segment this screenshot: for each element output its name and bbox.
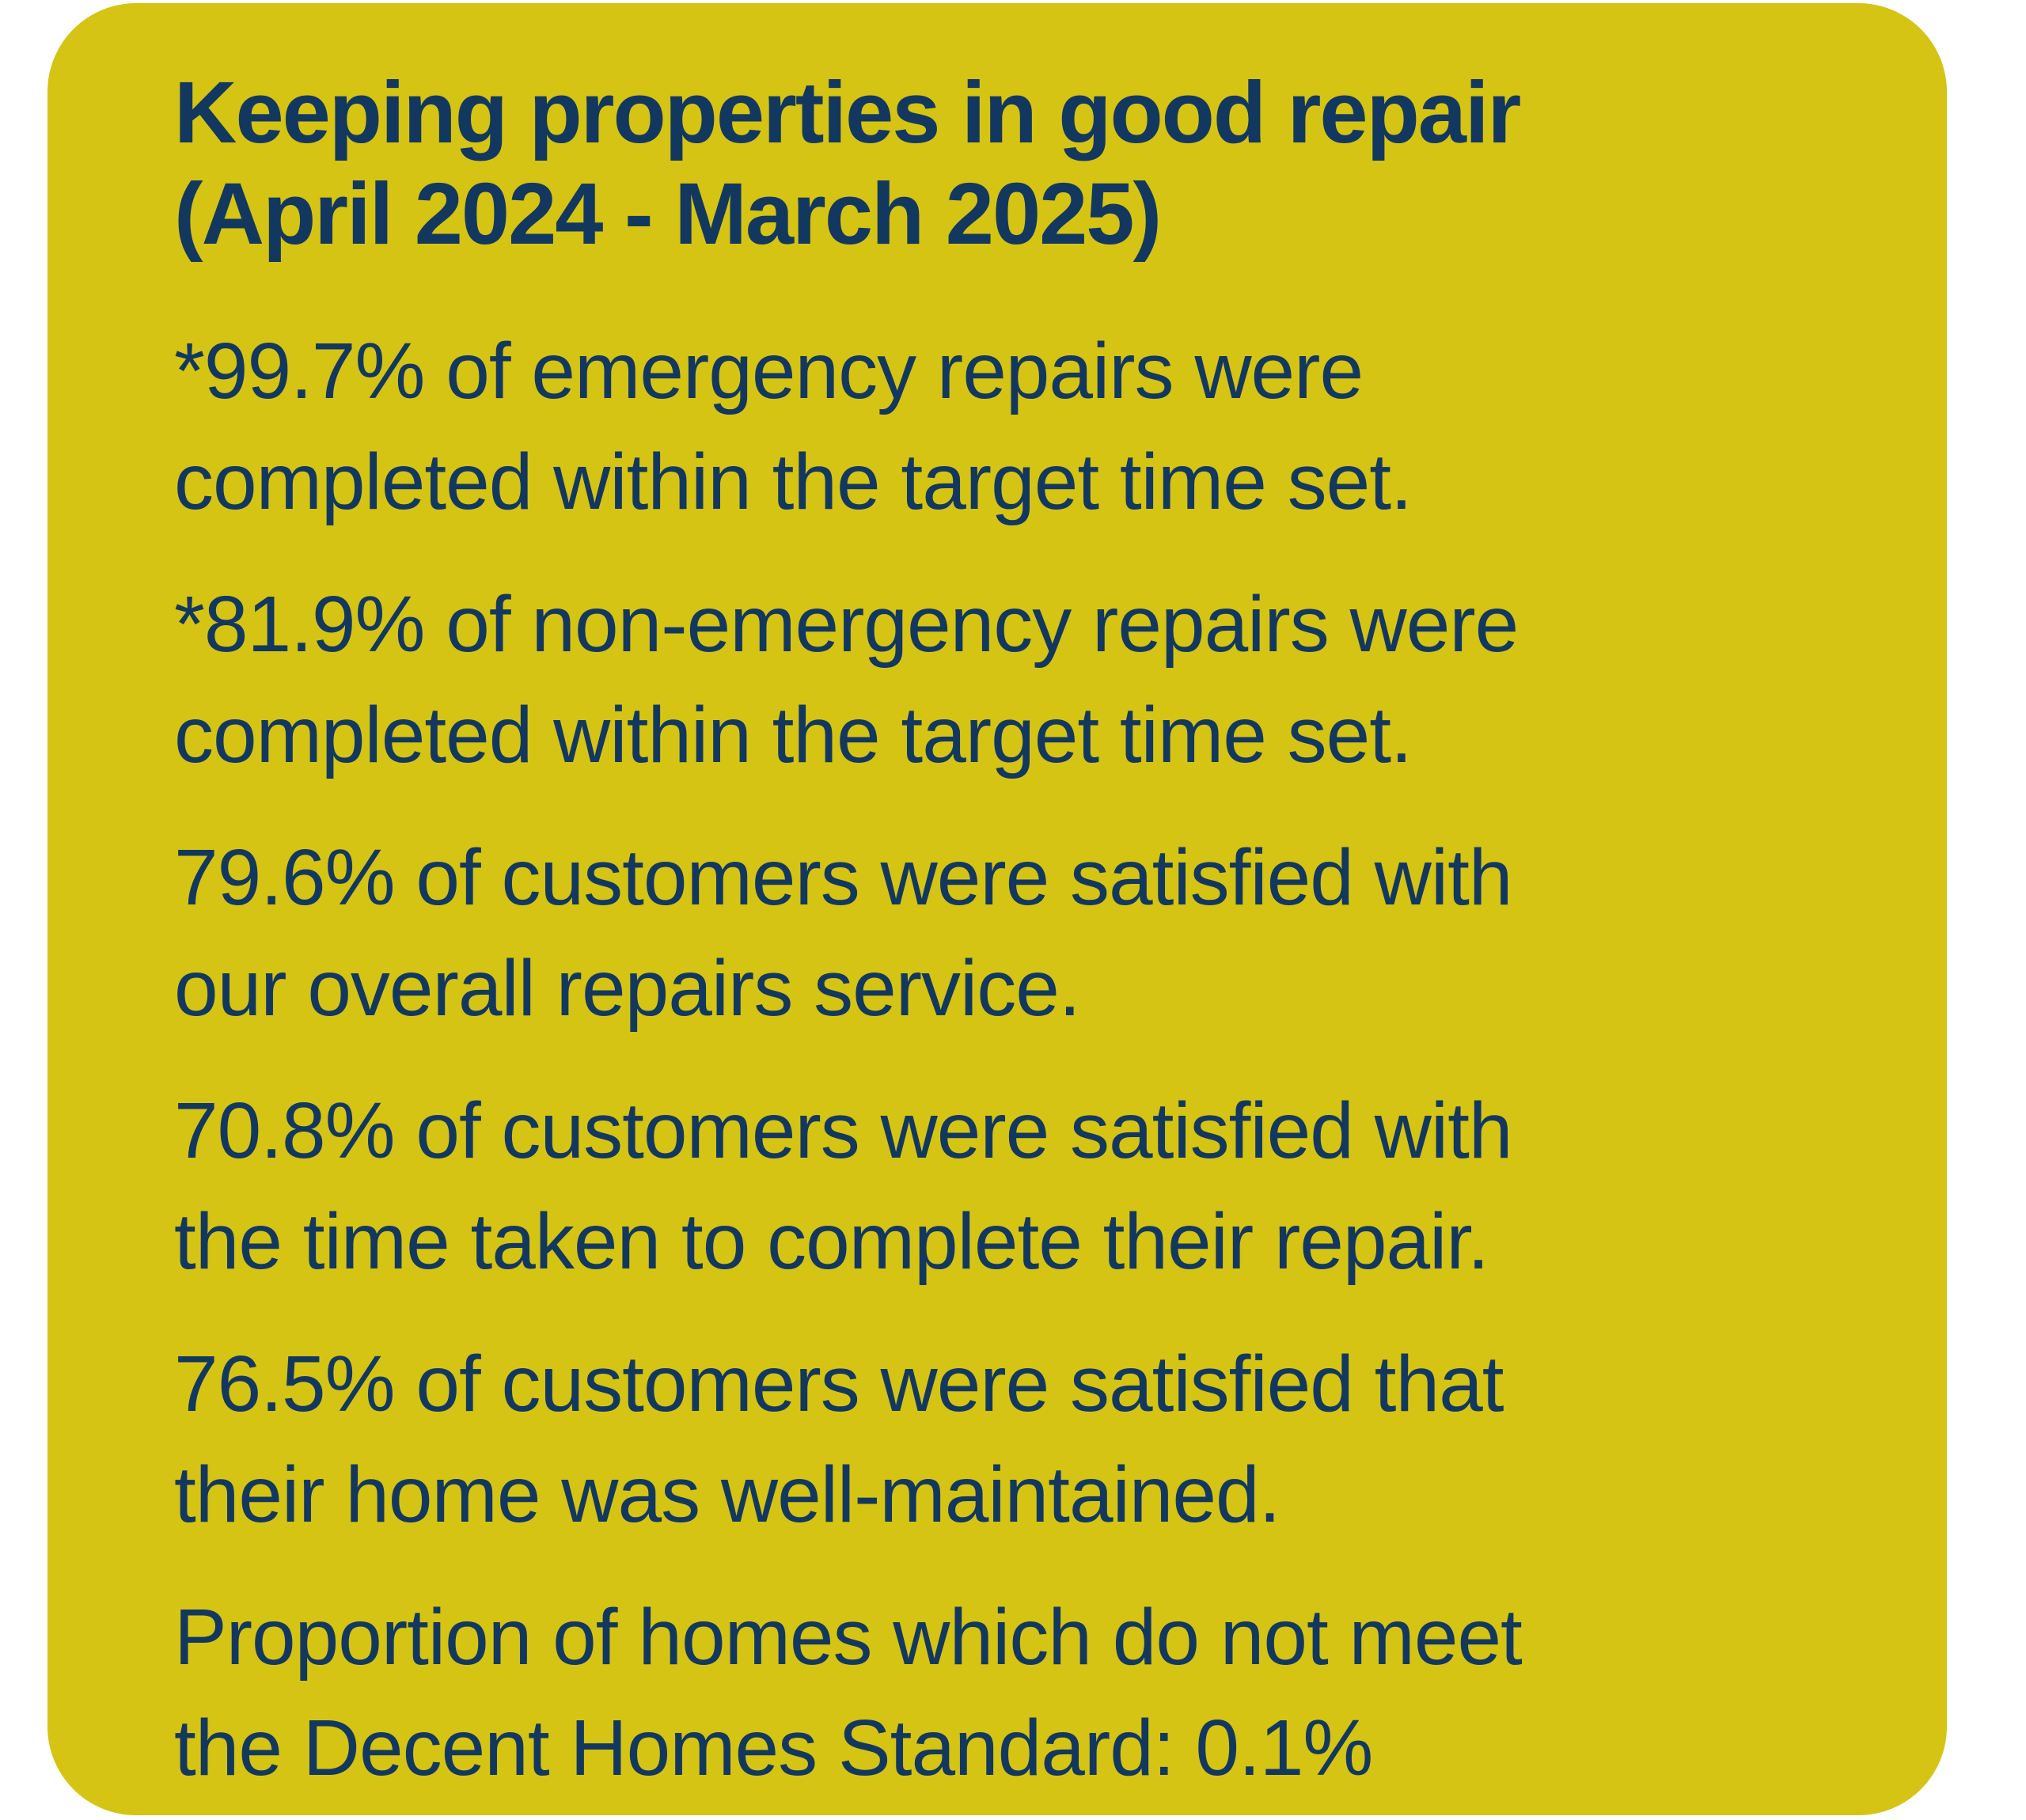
stat-decent-homes-standard-line-1: Proportion of homes which do not meet: [174, 1593, 1523, 1682]
card-title-line-2: (April 2024 - March 2025): [174, 165, 1162, 263]
repairs-performance-card: Keeping properties in good repair (April…: [47, 3, 1947, 1815]
stat-overall-repairs-satisfaction-line-1: 79.6% of customers were satisfied with: [174, 833, 1513, 922]
stat-emergency-repairs-line-2: completed within the target time set.: [174, 438, 1413, 526]
stat-well-maintained-satisfaction-line-1: 76.5% of customers were satisfied that: [174, 1340, 1504, 1428]
card-title: Keeping properties in good repair (April…: [174, 63, 1860, 265]
stat-time-taken-satisfaction-line-2: the time taken to complete their repair.: [174, 1197, 1489, 1286]
stat-non-emergency-repairs-line-1: *81.9% of non-emergency repairs were: [174, 580, 1519, 669]
stat-decent-homes-standard-line-2: the Decent Homes Standard: 0.1%: [174, 1704, 1373, 1792]
stat-well-maintained-satisfaction: 76.5% of customers were satisfied that t…: [174, 1329, 1860, 1550]
stat-non-emergency-repairs: *81.9% of non-emergency repairs were com…: [174, 569, 1860, 791]
stat-emergency-repairs-line-1: *99.7% of emergency repairs were: [174, 327, 1364, 415]
card-title-line-1: Keeping properties in good repair: [174, 64, 1521, 161]
stat-time-taken-satisfaction-line-1: 70.8% of customers were satisfied with: [174, 1086, 1513, 1175]
stat-overall-repairs-satisfaction-line-2: our overall repairs service.: [174, 944, 1081, 1033]
stat-emergency-repairs: *99.7% of emergency repairs were complet…: [174, 316, 1860, 537]
stat-non-emergency-repairs-line-2: completed within the target time set.: [174, 691, 1413, 779]
stat-well-maintained-satisfaction-line-2: their home was well-maintained.: [174, 1450, 1280, 1539]
stat-overall-repairs-satisfaction: 79.6% of customers were satisfied with o…: [174, 822, 1860, 1044]
stat-time-taken-satisfaction: 70.8% of customers were satisfied with t…: [174, 1075, 1860, 1297]
stat-decent-homes-standard: Proportion of homes which do not meet th…: [174, 1582, 1860, 1803]
